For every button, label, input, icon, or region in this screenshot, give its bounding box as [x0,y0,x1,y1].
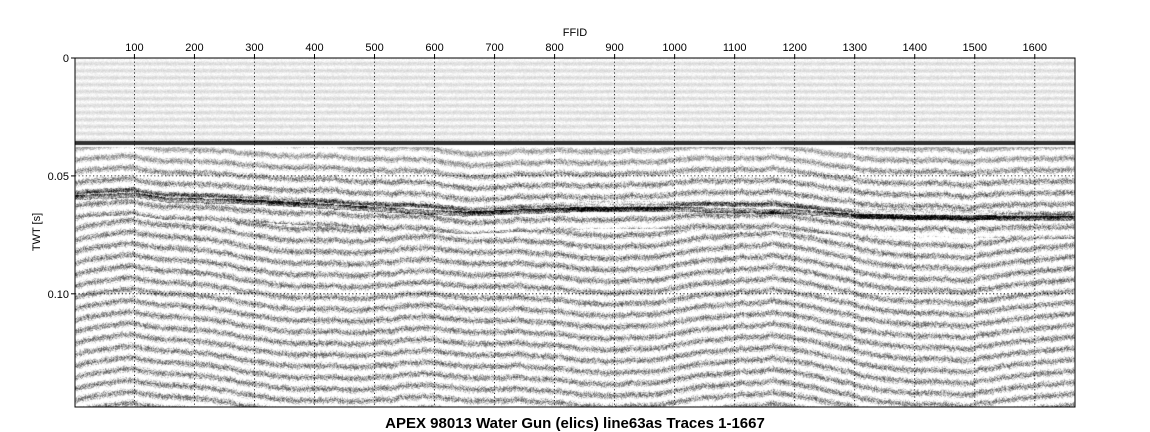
x-tick-label: 600 [425,42,443,54]
x-tick-label: 1500 [963,42,987,54]
x-tick-label: 900 [605,42,623,54]
x-tick-label: 1600 [1023,42,1047,54]
x-tick-label: 100 [125,42,143,54]
y-axis-label: TWT [s] [31,213,43,251]
seismic-amplitude-image [75,58,1075,407]
y-tick-label: 0.10 [48,289,69,301]
x-axis-ticks: 100 200 300 400 500 600 700 800 900 1000 1100 1200 1… [125,42,1047,58]
x-tick-label: 700 [485,42,503,54]
x-axis-label: FFID [563,27,587,39]
x-tick-label: 300 [245,42,263,54]
seismic-image [75,58,1075,407]
x-tick-label: 1100 [723,42,747,54]
x-tick-label: 1200 [782,42,806,54]
x-tick-label: 200 [185,42,203,54]
x-tick-label: 1000 [662,42,686,54]
y-axis-ticks: 0 0.05 0.10 [48,53,75,301]
x-tick-label: 800 [545,42,563,54]
x-tick-label: 500 [365,42,383,54]
chart-title: APEX 98013 Water Gun (elics) line63as Tr… [385,415,765,432]
y-tick-label: 0.05 [48,171,69,183]
x-tick-label: 1400 [902,42,926,54]
grid-lines [75,58,1075,407]
plot-frame [74,57,1076,408]
y-tick-label: 0 [63,53,69,65]
x-tick-label: 400 [305,42,323,54]
x-tick-label: 1300 [842,42,866,54]
